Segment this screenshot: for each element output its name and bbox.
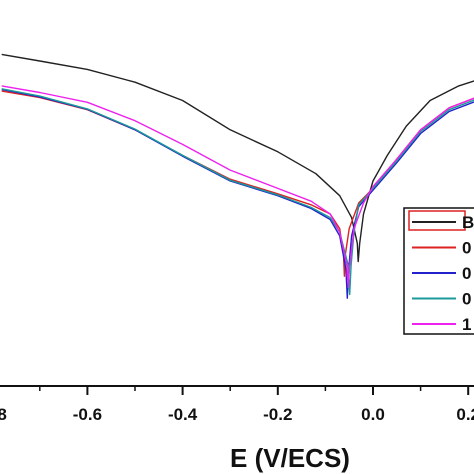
x-tick-label: 0.2 (456, 405, 474, 424)
legend-label-1: B (462, 213, 474, 232)
series-line-1 (1, 53, 474, 263)
x-tick-label: 0.0 (361, 405, 385, 424)
series-line-5 (1, 85, 474, 288)
plot-series (1, 53, 474, 299)
legend-label-2: 0 (462, 239, 471, 258)
legend-label-5: 1 (462, 315, 471, 334)
series-line-4 (1, 88, 474, 296)
legend-highlight-frame (408, 210, 466, 231)
legend-box (403, 207, 474, 335)
x-axis-ticks: -0.8 -0.6 -0.4 -0.2 0.0 0.2 (0, 386, 474, 424)
series-line-3 (1, 88, 474, 299)
legend-label-3: 0 (462, 264, 471, 283)
x-tick-label: -0.4 (168, 405, 198, 424)
x-axis-title: E (V/ECS) (230, 443, 350, 473)
legend-label-4: 0 (462, 290, 471, 309)
x-tick-label: -0.8 (0, 405, 7, 424)
x-tick-label: -0.2 (263, 405, 292, 424)
x-tick-label: -0.6 (73, 405, 102, 424)
legend: B 0 0 0 1 (403, 207, 474, 335)
